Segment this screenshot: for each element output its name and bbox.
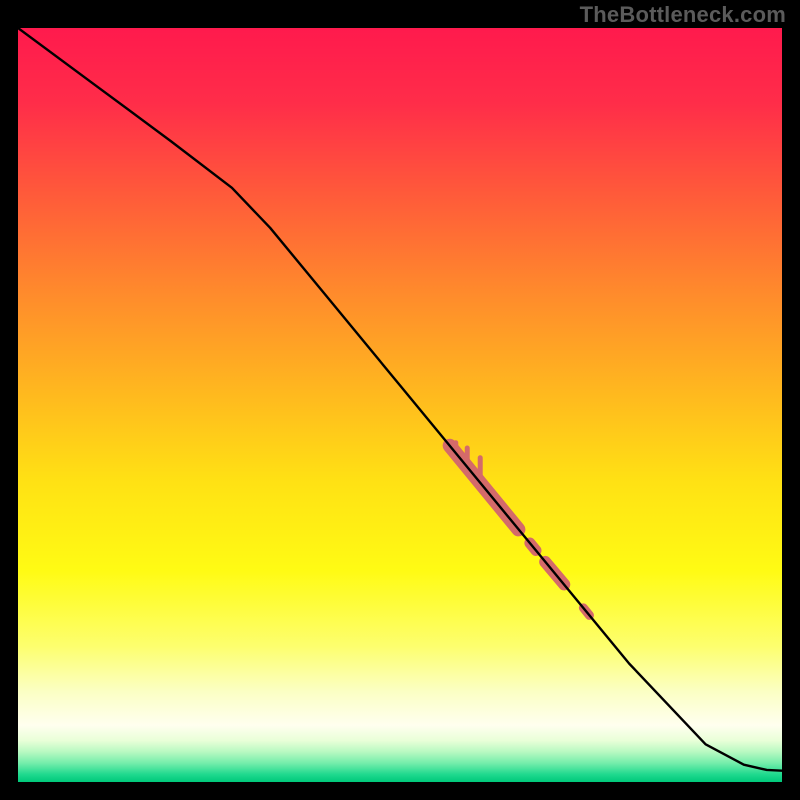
chart-svg: [18, 28, 782, 782]
plot-area: [18, 28, 782, 782]
gradient-background: [18, 28, 782, 782]
watermark-text: TheBottleneck.com: [580, 2, 786, 28]
